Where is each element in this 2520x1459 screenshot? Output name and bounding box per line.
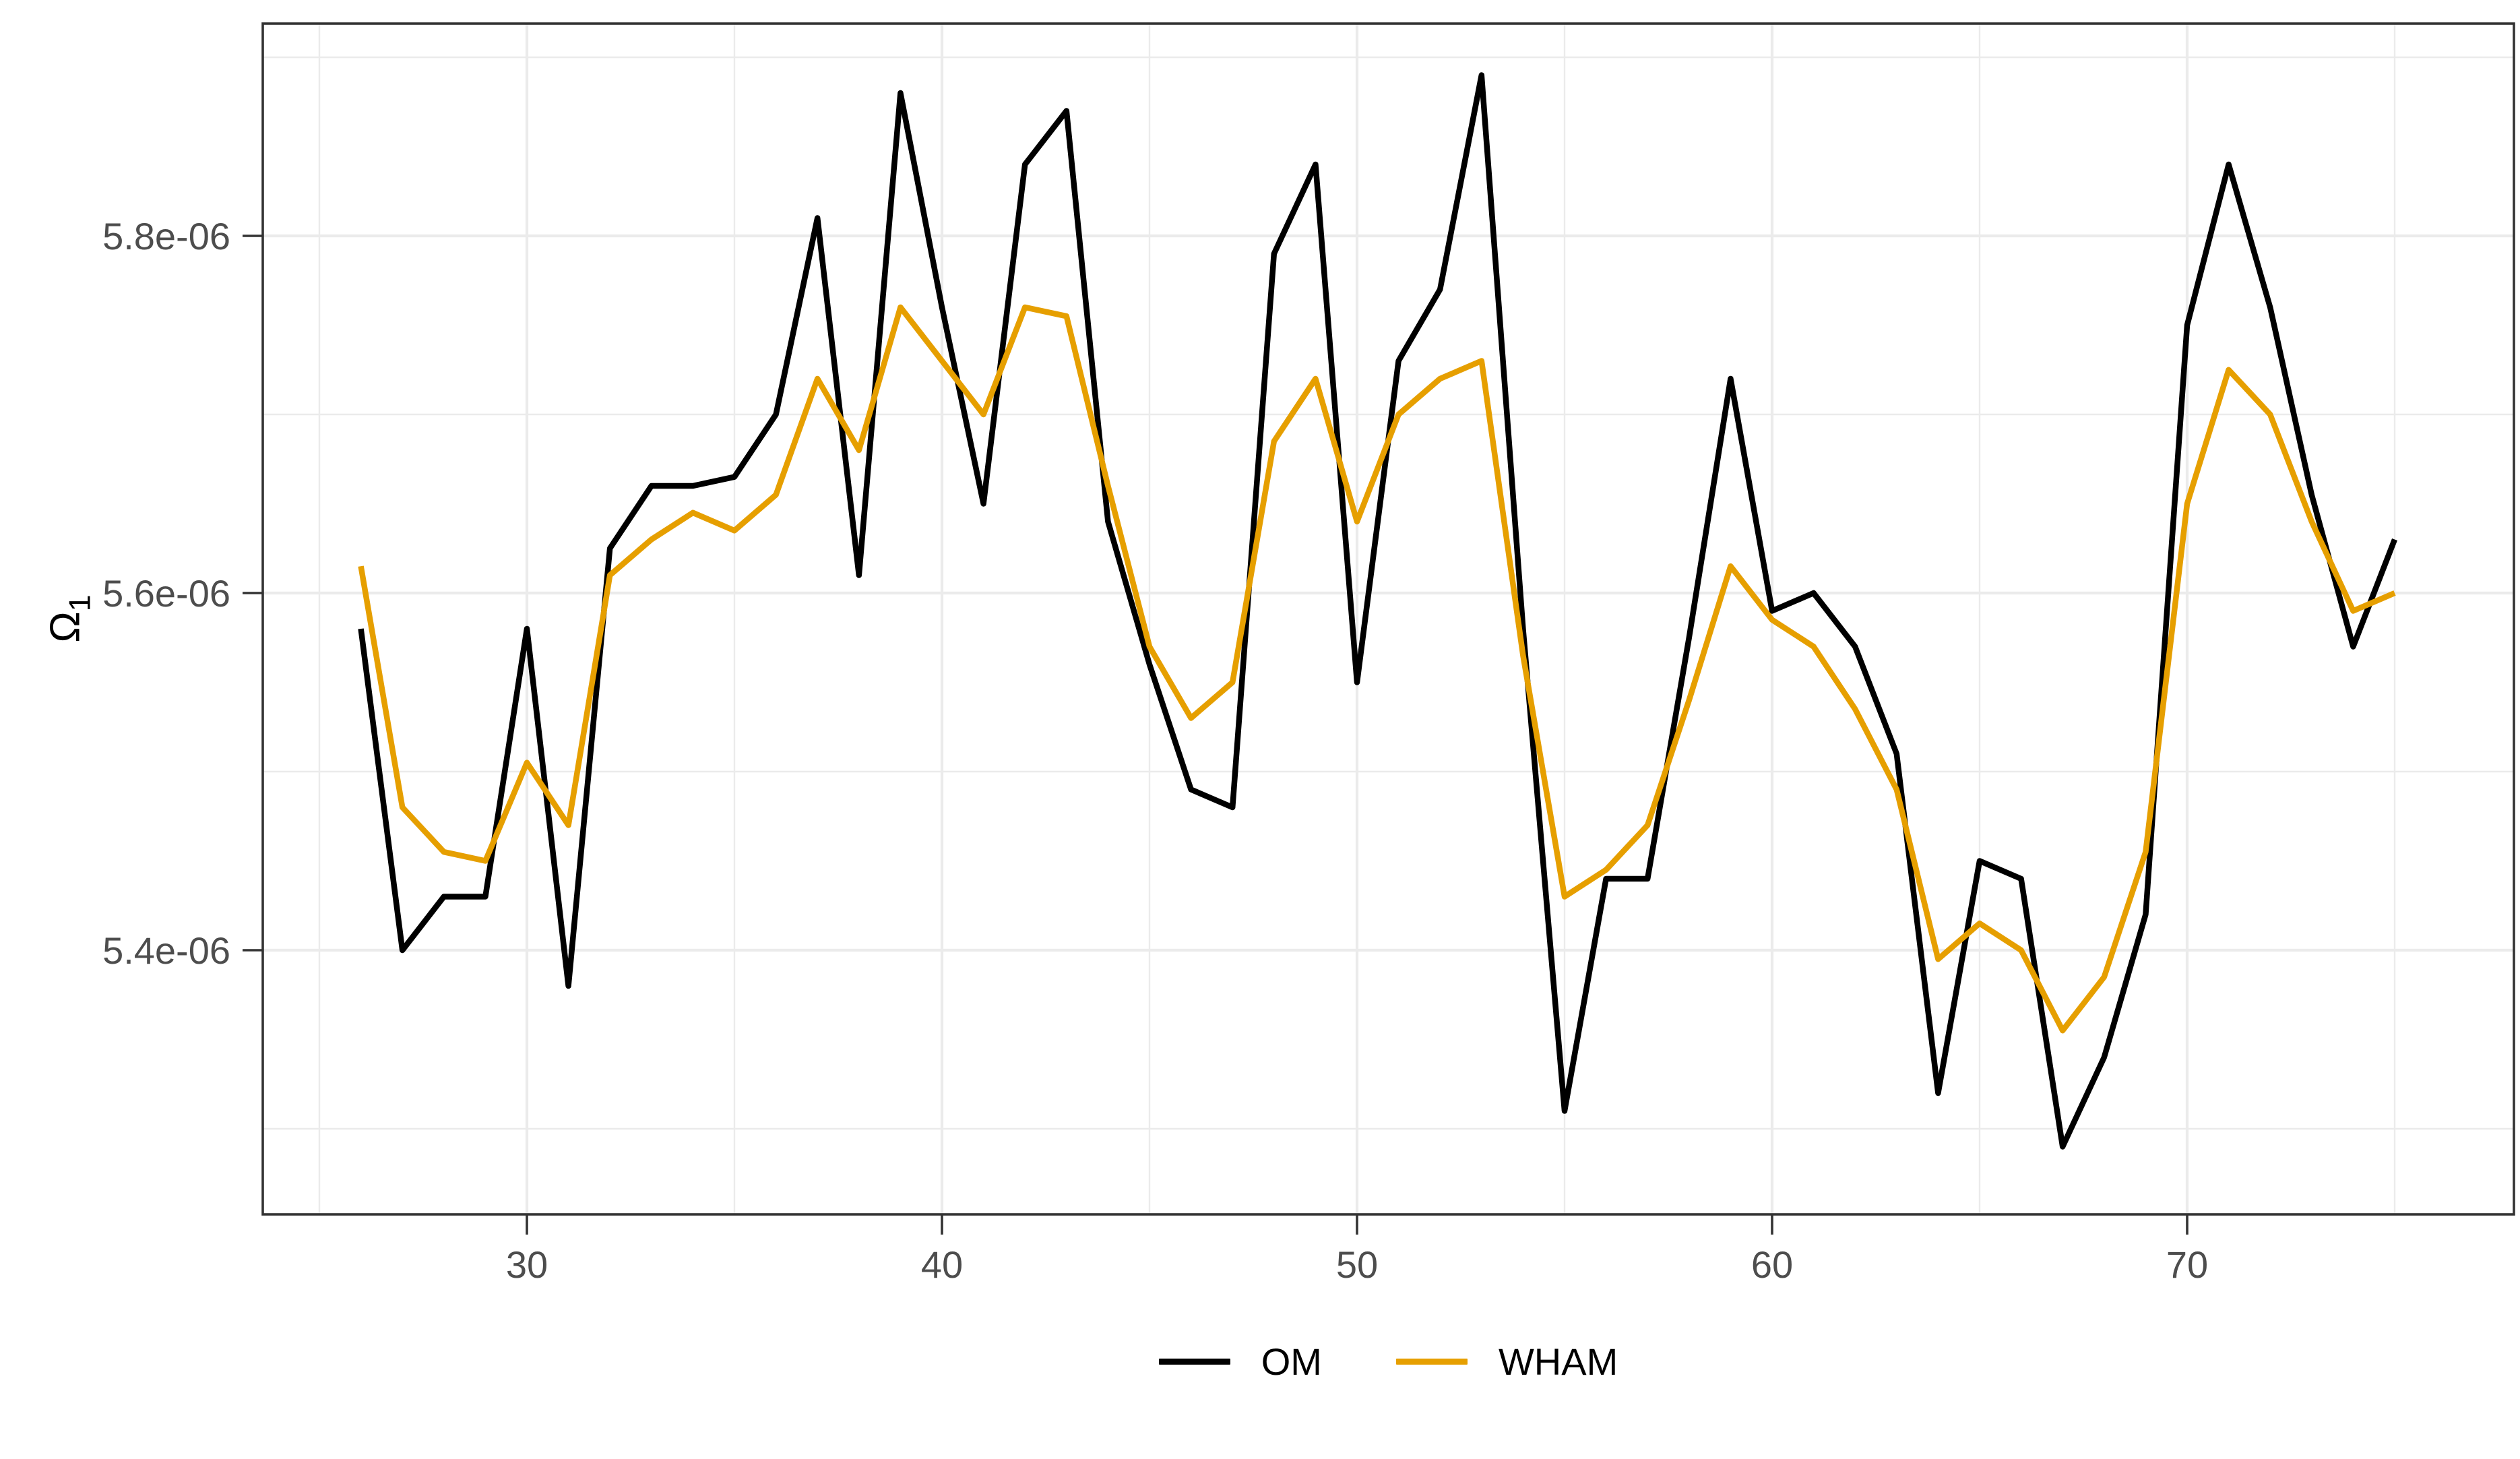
y-tick-label-5.6e-06: 5.6e-06 — [102, 572, 230, 615]
x-tick-label-40: 40 — [921, 1243, 963, 1286]
x-tick-label-50: 50 — [1336, 1243, 1378, 1286]
axis-ticks — [243, 235, 2188, 1235]
series-lines — [358, 72, 2397, 1150]
x-tick-label-60: 60 — [1751, 1243, 1793, 1286]
panel-background — [263, 24, 2514, 1214]
y-axis-title-subscript: 1 — [63, 594, 97, 612]
grid-minor — [263, 24, 2514, 1214]
series-line-wham — [358, 304, 2396, 1034]
om-line-swatch — [1158, 1359, 1230, 1365]
legend: OM WHAM — [263, 1340, 2514, 1384]
legend-label-wham: WHAM — [1498, 1340, 1618, 1383]
legend-item-wham: WHAM — [1395, 1340, 1618, 1384]
x-tick-label-30: 30 — [506, 1243, 548, 1286]
legend-item-om: OM — [1158, 1340, 1322, 1384]
y-tick-label-5.4e-06: 5.4e-06 — [102, 929, 230, 972]
legend-label-om: OM — [1261, 1340, 1322, 1383]
series-line-om — [358, 72, 2397, 1150]
y-axis-title: Ω1 — [42, 594, 98, 642]
x-tick-label-70: 70 — [2166, 1243, 2208, 1286]
wham-line-swatch — [1395, 1359, 1468, 1365]
axis-tick-labels: 30 40 50 60 70 5.4e-06 5.6e-06 5.8e-06 — [102, 215, 2208, 1286]
panel-border — [261, 22, 2515, 1216]
y-axis-title-symbol: Ω — [42, 611, 89, 643]
y-tick-label-5.8e-06: 5.8e-06 — [102, 215, 230, 257]
